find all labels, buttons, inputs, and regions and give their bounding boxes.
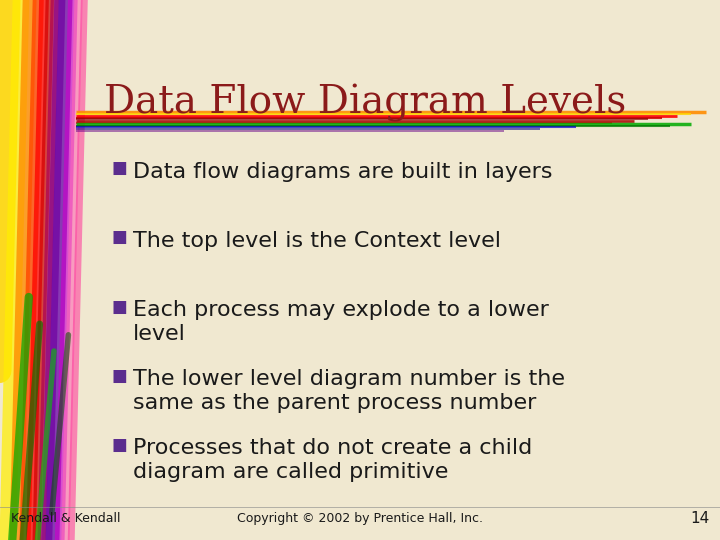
Text: ■: ■	[112, 436, 127, 454]
Text: Data Flow Diagram Levels: Data Flow Diagram Levels	[104, 84, 626, 122]
Text: Each process may explode to a lower
level: Each process may explode to a lower leve…	[133, 300, 549, 344]
Text: ■: ■	[112, 367, 127, 384]
Text: The top level is the Context level: The top level is the Context level	[133, 231, 501, 251]
Text: 14: 14	[690, 511, 709, 526]
Text: ■: ■	[112, 228, 127, 246]
Text: ■: ■	[112, 159, 127, 177]
Text: Processes that do not create a child
diagram are called primitive: Processes that do not create a child dia…	[133, 438, 533, 482]
Text: The lower level diagram number is the
same as the parent process number: The lower level diagram number is the sa…	[133, 369, 565, 413]
Text: Kendall & Kendall: Kendall & Kendall	[11, 512, 120, 525]
Text: Copyright © 2002 by Prentice Hall, Inc.: Copyright © 2002 by Prentice Hall, Inc.	[237, 512, 483, 525]
Text: ■: ■	[112, 298, 127, 315]
Text: Data flow diagrams are built in layers: Data flow diagrams are built in layers	[133, 162, 553, 182]
